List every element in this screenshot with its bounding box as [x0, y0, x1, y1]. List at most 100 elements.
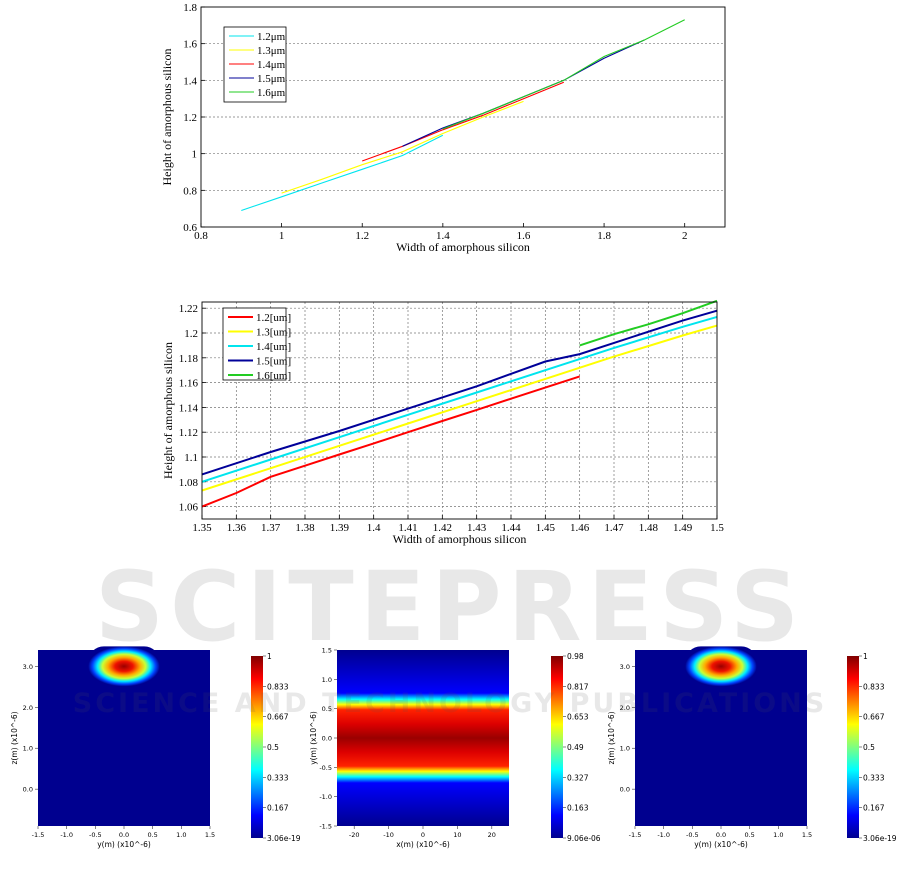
y-tick-label: 1.06: [179, 502, 199, 514]
y-tick-label: -0.5: [319, 764, 332, 772]
colorbar-label: 9.06e-06: [567, 834, 601, 843]
colorbar-label: 0.5: [267, 743, 279, 752]
x-tick-label: 1.5: [710, 522, 724, 534]
colorbar-label: 0.49: [567, 743, 584, 752]
x-tick-label: 10: [453, 831, 461, 839]
series-line-1.5μm: [402, 39, 645, 147]
colorbar-label: 0.817: [567, 682, 589, 691]
watermark-title: SCITEPRESS: [95, 551, 805, 663]
y-tick-label: 1.6: [183, 39, 197, 51]
y-tick-label: 0.0: [620, 786, 630, 794]
y-axis-label: y(m) (x10^-6): [309, 711, 318, 765]
y-tick-label: 0.6: [183, 222, 197, 234]
y-tick-label: 1.18: [179, 353, 199, 365]
legend-label: 1.3μm: [257, 45, 286, 57]
y-tick-label: 1.5: [322, 647, 332, 655]
mode-band: [337, 650, 509, 826]
colorbar-label: 0.653: [567, 713, 589, 722]
y-axis-label: Height of amorphous silicon: [161, 342, 175, 479]
colorbar-label: 0.327: [567, 773, 589, 782]
colorbar-label: 0.833: [863, 682, 885, 691]
y-tick-label: 2.0: [620, 704, 630, 712]
legend-label: 1.2[um]: [256, 312, 291, 324]
x-tick-label: 1.47: [604, 522, 624, 534]
legend-label: 1.4μm: [257, 59, 286, 71]
colorbar: [847, 656, 859, 838]
x-tick-label: 1.41: [398, 522, 417, 534]
x-axis-label: x(m) (x10^-6): [396, 840, 450, 849]
legend-label: 1.6[um]: [256, 370, 291, 382]
legend-box: [222, 307, 287, 381]
x-tick-label: 0.8: [194, 230, 208, 242]
y-tick-label: 1.0: [23, 745, 33, 753]
x-tick-label: 0.0: [119, 831, 129, 839]
x-tick-label: 0.0: [716, 831, 726, 839]
series-line-1.6[um]: [579, 299, 718, 347]
y-axis-label: z(m) (x10^-6): [607, 711, 616, 764]
x-tick-label: -1.0: [60, 831, 73, 839]
x-axis-label: y(m) (x10^-6): [694, 840, 748, 849]
colorbar-label: 3.06e-19: [863, 834, 897, 843]
x-tick-label: 20: [488, 831, 496, 839]
x-tick-label: 1.4: [367, 522, 381, 534]
x-tick-label: 1.45: [536, 522, 556, 534]
y-tick-label: 1: [192, 149, 198, 161]
mode-spot: [685, 646, 757, 687]
x-tick-label: 0.5: [147, 831, 157, 839]
y-tick-label: 1.14: [179, 402, 199, 414]
y-tick-label: 1.2: [184, 328, 198, 340]
y-tick-label: 1.1: [184, 452, 198, 464]
line-chart-2: 1.06 1.08 1.1 1.12 1.14 1.16 1.18 1.2 1.22 1.35 1.…: [161, 299, 724, 546]
colorbar-label: 0.167: [863, 804, 885, 813]
x-tick-label: 1.4: [436, 230, 450, 242]
y-tick-label: 2.0: [23, 704, 33, 712]
y-axis-label: z(m) (x10^-6): [10, 711, 19, 764]
y-tick-label: 1.0: [322, 676, 332, 684]
series-line-1.4μm: [362, 81, 565, 162]
colorbar-label: 0.833: [267, 682, 289, 691]
x-tick-label: 1.43: [467, 522, 487, 534]
x-tick-label: 0.5: [744, 831, 754, 839]
mode-spot: [88, 646, 160, 687]
x-axis-label: y(m) (x10^-6): [97, 840, 151, 849]
legend-label: 1.4[um]: [256, 341, 291, 353]
y-tick-label: 0.5: [322, 705, 332, 713]
watermark-subtitle: SCIENCE AND TECHNOLOGY PUBLICATIONS: [73, 688, 827, 719]
x-tick-label: 1.5: [205, 831, 215, 839]
line-chart-1: 0.60.811.21.41.61.80.8 1 1.2 1.4 1.6 1.8 21.2μ…: [160, 2, 726, 254]
x-tick-label: -10: [383, 831, 394, 839]
series-line-1.2[um]: [201, 375, 581, 508]
x-tick-label: 2: [682, 230, 688, 242]
series-line-1.4[um]: [201, 315, 718, 483]
y-axis-label: Height of amorphous silicon: [160, 49, 174, 186]
x-tick-label: 1.37: [261, 522, 281, 534]
colorbar-label: 0.163: [567, 804, 589, 813]
colorbar: [551, 656, 563, 838]
y-tick-label: 3.0: [620, 663, 630, 671]
legend: 1.2[um] 1.3[um] 1.4[um] 1.5[um] 1.6[um]: [222, 307, 291, 382]
field-plot-3: -1.5 -1.0 -0.5 0.0 0.5 1.0 1.5 0.0 1.0 2.0 3.0 y(m)…: [607, 646, 897, 849]
x-tick-label: 1.0: [773, 831, 783, 839]
y-tick-label: -1.0: [319, 793, 332, 801]
series-line-1.5[um]: [201, 309, 718, 476]
legend-label: 1.6μm: [257, 87, 286, 99]
colorbar-label: 0.167: [267, 804, 289, 813]
colorbar-label: 0.333: [267, 773, 289, 782]
series-line-1.2μm: [241, 134, 444, 212]
x-tick-label: 1.46: [570, 522, 590, 534]
x-tick-label: 0: [421, 831, 425, 839]
x-tick-label: 1.38: [295, 522, 315, 534]
colorbar-label: 3.06e-19: [267, 834, 301, 843]
watermark: SCITEPRESS SCIENCE AND TECHNOLOGY PUBLIC…: [73, 551, 827, 719]
colorbar: [251, 656, 263, 838]
x-tick-label: 1.48: [639, 522, 659, 534]
legend-label: 1.5μm: [257, 73, 286, 85]
x-tick-label: 1.42: [433, 522, 452, 534]
y-tick-label: 1.0: [620, 745, 630, 753]
field-plot-2: -20 -10 0 10 20 -1.5 -1.0 -0.5 0.0 0.5 1.0 1.5 x(m) …: [309, 647, 601, 850]
x-tick-label: 1.0: [176, 831, 186, 839]
colorbar-label: 1: [267, 652, 272, 661]
y-tick-label: 0.8: [183, 185, 197, 197]
colorbar-label: 1: [863, 652, 868, 661]
x-tick-label: 1: [279, 230, 285, 242]
